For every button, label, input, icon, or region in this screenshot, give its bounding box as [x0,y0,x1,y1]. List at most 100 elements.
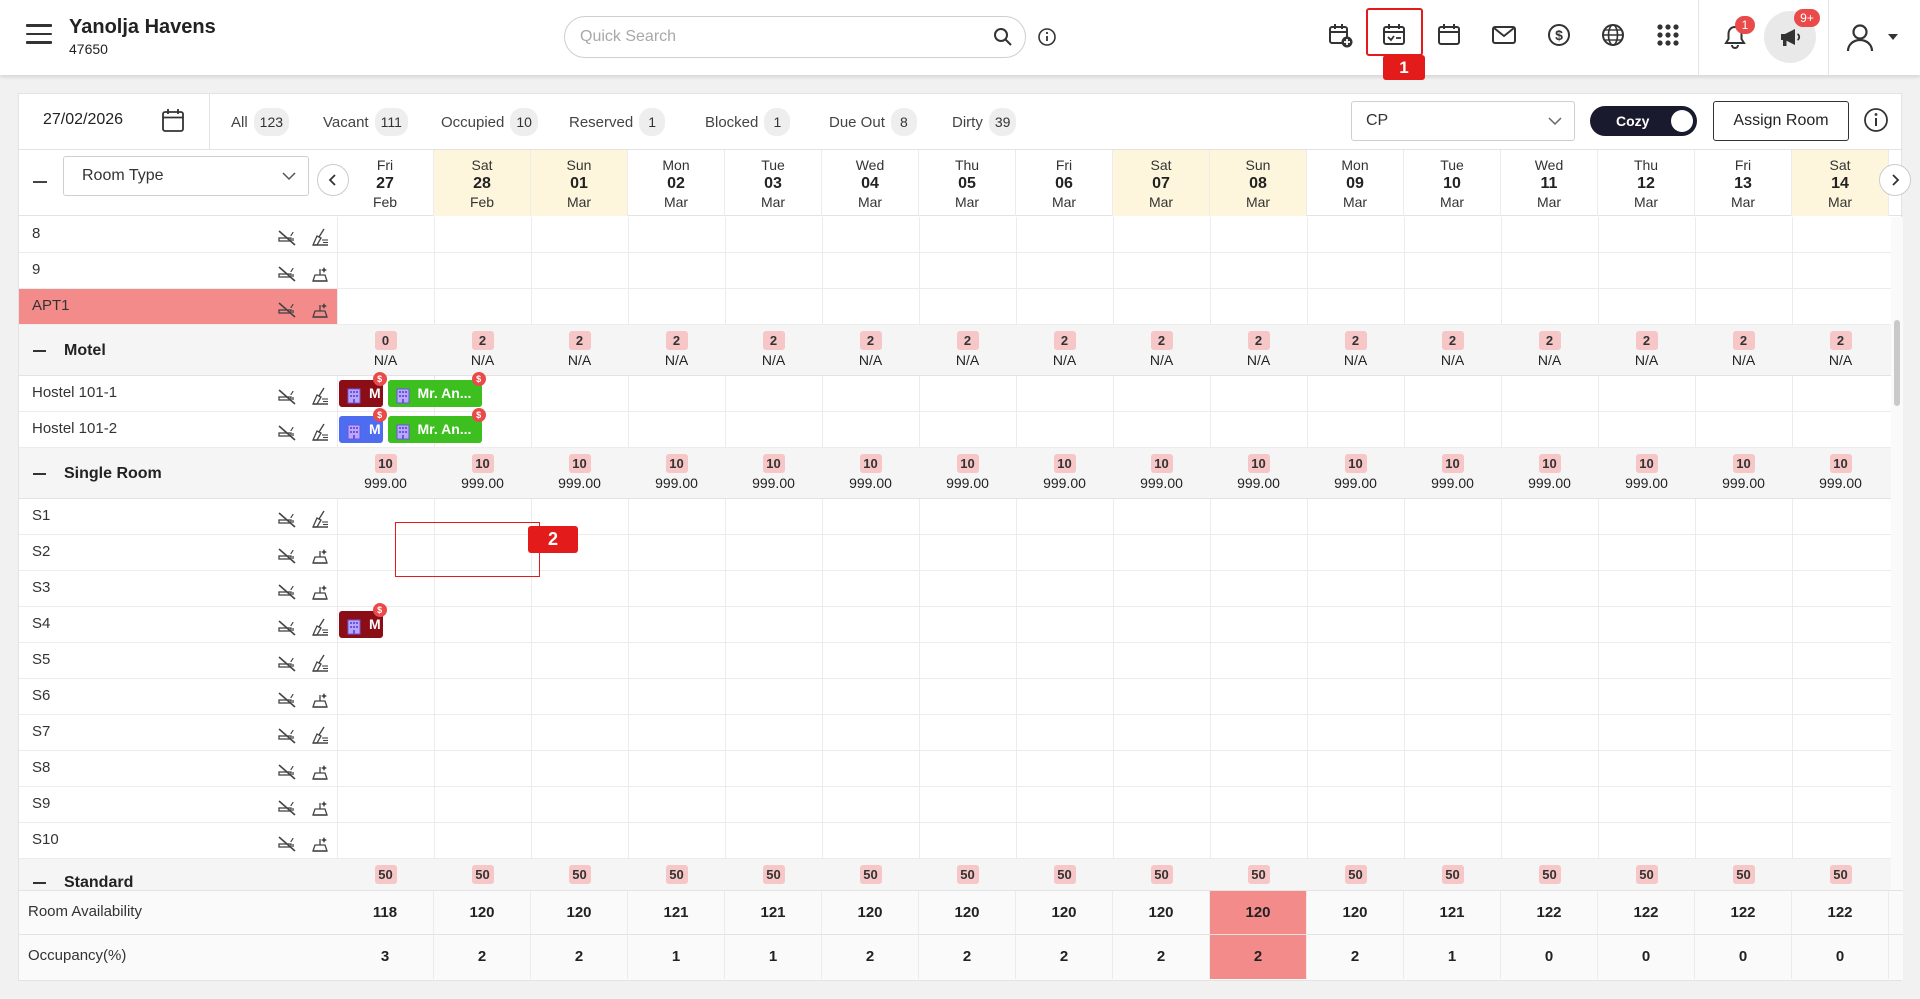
date-column-header[interactable]: Sun 08 Mar [1210,150,1307,216]
globe-icon[interactable] [1600,22,1626,48]
assign-room-button[interactable]: Assign Room [1713,101,1849,141]
room-row-label[interactable]: Hostel 101-1 [19,376,337,412]
date-column-header[interactable]: Mon 02 Mar [628,150,725,216]
room-row-label[interactable]: S10 [19,823,337,859]
date-column-header[interactable]: Tue 03 Mar [725,150,822,216]
no-smoking-icon [277,226,297,260]
date-column-header[interactable]: Fri 27 Feb [337,150,434,216]
date-column-header[interactable]: Fri 06 Mar [1016,150,1113,216]
rate-plan-select[interactable]: CP [1351,101,1575,141]
next-dates-button[interactable] [1879,164,1911,196]
info-icon[interactable] [1863,107,1889,133]
previous-dates-button[interactable] [317,164,349,196]
room-row-label[interactable]: APT1 [19,289,337,325]
room-number: S3 [32,579,51,596]
dirty-status-icon[interactable] [309,652,331,686]
status-filter-blocked[interactable]: Blocked 1 [705,108,791,136]
clean-status-icon[interactable] [309,832,331,866]
booking-block[interactable]: Mr. An... $ [387,408,486,443]
room-type-select[interactable]: Room Type [63,156,309,196]
dirty-status-icon[interactable] [309,616,331,650]
cozy-view-toggle[interactable]: Cozy [1590,106,1697,136]
date-dow: Mon [662,157,690,173]
booking-block[interactable]: M $ [339,408,387,443]
date-column-header[interactable]: Tue 10 Mar [1404,150,1501,216]
room-type-group-row[interactable]: Single Room 10 999.00 10 999.00 10 999.00 10 999… [19,448,1891,499]
date-column-header[interactable]: Wed 04 Mar [822,150,919,216]
dirty-status-icon[interactable] [309,385,331,419]
clean-status-icon[interactable] [309,544,331,578]
date-column-header[interactable]: Sat 14 Mar [1792,150,1889,216]
status-filter-all[interactable]: All 123 [231,108,290,136]
dirty-status-icon[interactable] [309,226,331,260]
scrollbar-thumb[interactable] [1894,320,1900,406]
user-icon[interactable] [1845,22,1875,52]
date-column-header[interactable]: Thu 12 Mar [1598,150,1695,216]
clean-status-icon[interactable] [309,580,331,614]
status-filter-reserved[interactable]: Reserved 1 [569,108,666,136]
clean-status-icon[interactable] [309,796,331,830]
booking-block[interactable]: Mr. An... $ [387,372,486,407]
collapse-icon[interactable] [33,881,46,884]
room-row-label[interactable]: Hostel 101-2 [19,412,337,448]
collapse-all-button[interactable] [19,156,63,196]
date-column-header[interactable]: Wed 11 Mar [1501,150,1598,216]
new-reservation-icon[interactable] [1327,22,1353,48]
date-column-header[interactable]: Sun 01 Mar [531,150,628,216]
room-row-label[interactable]: S6 [19,679,337,715]
quick-search-input[interactable] [564,16,1026,58]
dirty-status-icon[interactable] [309,421,331,455]
booking-block[interactable]: M $ [339,603,387,638]
chevron-down-icon[interactable] [1886,32,1900,42]
date-column-header[interactable]: Thu 05 Mar [919,150,1016,216]
room-row-label[interactable]: S4 [19,607,337,643]
room-row-label[interactable]: S7 [19,715,337,751]
room-type-group-row[interactable]: Motel 0 N/A 2 N/A 2 N/A 2 N/A 2 N/A 2 N/A 2 N/A 2 N/A 2 N/… [19,325,1891,376]
availability-cell: 120 [531,891,628,935]
room-type-group-name[interactable]: Motel [33,341,106,361]
room-type-group-name[interactable]: Single Room [33,464,162,484]
calendar-icon[interactable] [1436,22,1462,48]
stay-view-icon[interactable] [1381,22,1407,48]
date-column-header[interactable]: Mon 09 Mar [1307,150,1404,216]
room-type-group-row[interactable]: Standard 50 50 50 50 50 50 50 50 50 50 50 50 50 50 50 50 [19,859,1891,890]
room-row-label[interactable]: 9 [19,253,337,289]
status-filter-occupied[interactable]: Occupied 10 [441,108,538,136]
dirty-status-icon[interactable] [309,508,331,542]
clean-status-icon[interactable] [309,760,331,794]
room-availability-label: Room Availability [28,903,142,920]
room-type-group-name[interactable]: Standard [33,873,133,890]
clean-status-icon[interactable] [309,688,331,722]
dollar-icon[interactable]: $ [1546,22,1572,48]
group-day-cell: 50 [1598,865,1695,884]
date-column-header[interactable]: Sat 07 Mar [1113,150,1210,216]
clean-status-icon[interactable] [309,262,331,296]
room-row-label[interactable]: S3 [19,571,337,607]
room-row-label[interactable]: S1 [19,499,337,535]
status-filter-vacant[interactable]: Vacant 111 [323,108,408,136]
date-column-header[interactable]: Sat 28 Feb [434,150,531,216]
room-row-label[interactable]: S8 [19,751,337,787]
menu-icon[interactable] [26,24,52,46]
booking-block[interactable]: M $ [339,372,387,407]
current-date[interactable]: 27/02/2026 [43,111,124,128]
room-row-label[interactable]: S5 [19,643,337,679]
room-row-label[interactable]: 8 [19,217,337,253]
apps-grid-icon[interactable] [1655,22,1681,48]
room-number: S5 [32,651,51,668]
collapse-icon[interactable] [33,349,46,352]
room-row-label[interactable]: S2 [19,535,337,571]
search-icon[interactable] [993,27,1013,47]
room-row-label[interactable]: S9 [19,787,337,823]
grid-scrollbar[interactable] [1891,217,1903,890]
collapse-icon[interactable] [33,472,46,475]
status-filter-due-out[interactable]: Due Out 8 [829,108,917,136]
dirty-status-icon[interactable] [309,724,331,758]
search-info-icon[interactable] [1037,27,1057,47]
date-column-header[interactable]: Fri 13 Mar [1695,150,1792,216]
mail-icon[interactable] [1491,22,1517,48]
calendar-icon[interactable] [161,108,185,134]
rate-value: 999.00 [1043,475,1086,491]
status-filter-dirty[interactable]: Dirty 39 [952,108,1017,136]
clean-status-icon[interactable] [309,298,331,332]
